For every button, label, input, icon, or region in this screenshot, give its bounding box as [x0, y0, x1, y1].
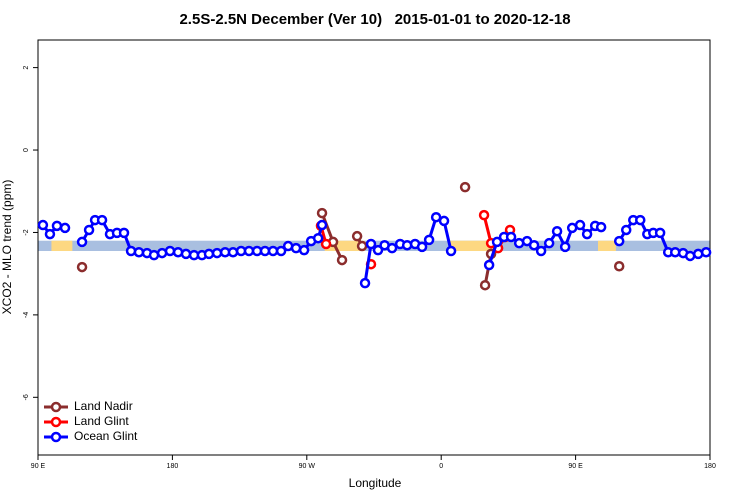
data-point	[37, 219, 49, 231]
y-tick-label: -4	[23, 312, 30, 318]
data-point	[543, 237, 555, 249]
data-point	[336, 254, 348, 266]
data-point	[423, 234, 435, 246]
data-point	[613, 261, 625, 272]
chart-title: 2.5S-2.5N December (Ver 10) 2015-01-01 t…	[179, 11, 570, 28]
data-point	[559, 241, 571, 253]
plot-frame	[37, 39, 711, 456]
legend-marker	[50, 431, 62, 443]
data-point	[316, 207, 328, 219]
data-point	[267, 245, 279, 257]
data-point	[125, 245, 137, 257]
x-axis-label: Longitude	[349, 476, 402, 490]
data-point	[227, 246, 239, 258]
data-point	[613, 235, 625, 247]
data-point	[316, 219, 328, 231]
data-point	[574, 219, 586, 231]
data-point	[96, 214, 108, 226]
land-band	[450, 240, 501, 252]
land-band	[598, 240, 616, 252]
data-point	[479, 279, 491, 291]
data-point	[243, 245, 255, 257]
data-point	[581, 228, 593, 240]
data-point	[51, 220, 63, 232]
data-point	[320, 238, 332, 250]
data-point	[359, 277, 371, 289]
x-tick-label: 180	[167, 463, 179, 470]
data-point	[620, 224, 632, 236]
data-point	[351, 230, 363, 242]
data-point	[275, 245, 287, 257]
data-point	[491, 236, 503, 248]
x-tick-label: 90 W	[299, 463, 316, 470]
x-tick-label: 90 E	[31, 463, 46, 470]
data-point	[298, 244, 310, 256]
data-point	[312, 232, 324, 244]
legend-marker	[50, 416, 62, 428]
y-tick-label: 0	[23, 148, 30, 152]
data-point	[459, 181, 471, 193]
data-point	[59, 222, 71, 234]
data-point	[700, 246, 712, 258]
y-tick-label: -6	[23, 394, 30, 400]
data-point	[551, 225, 563, 237]
data-point	[44, 228, 56, 240]
data-point	[445, 245, 457, 257]
data-point	[180, 248, 192, 260]
data-point	[164, 245, 176, 257]
data-point	[118, 227, 130, 239]
data-point	[401, 239, 413, 251]
x-tick-label: 90 E	[568, 463, 583, 470]
data-point	[635, 214, 646, 226]
land-band	[324, 240, 366, 252]
data-point	[372, 244, 384, 256]
data-point	[259, 245, 271, 257]
x-tick-label: 0	[439, 463, 443, 470]
legend-label: Land Glint	[74, 414, 129, 428]
data-point	[356, 240, 368, 252]
land-band	[51, 240, 73, 252]
data-point	[505, 231, 517, 243]
data-point	[133, 246, 145, 258]
data-point	[148, 249, 160, 261]
data-point	[654, 227, 666, 239]
data-point	[290, 242, 302, 254]
data-point	[365, 238, 377, 250]
data-point	[386, 242, 398, 254]
y-tick-label: -2	[23, 229, 30, 235]
data-point	[211, 247, 223, 259]
x-tick-label: 180	[704, 463, 716, 470]
y-axis-label: XCO2 - MLO trend (ppm)	[0, 180, 14, 315]
data-point	[83, 224, 95, 236]
data-point	[684, 250, 696, 262]
data-point	[438, 215, 450, 227]
data-point	[76, 261, 88, 273]
data-point	[430, 211, 442, 223]
legend-label: Ocean Glint	[74, 429, 138, 443]
data-point	[76, 236, 88, 248]
data-point	[535, 245, 547, 257]
y-tick-label: 2	[23, 66, 30, 70]
data-point	[478, 209, 490, 221]
data-point	[203, 248, 215, 260]
legend-marker	[50, 401, 62, 413]
data-point	[528, 239, 540, 251]
data-point	[416, 241, 428, 253]
legend-label: Land Nadir	[74, 399, 133, 413]
data-point	[595, 221, 607, 233]
data-point	[483, 259, 495, 271]
